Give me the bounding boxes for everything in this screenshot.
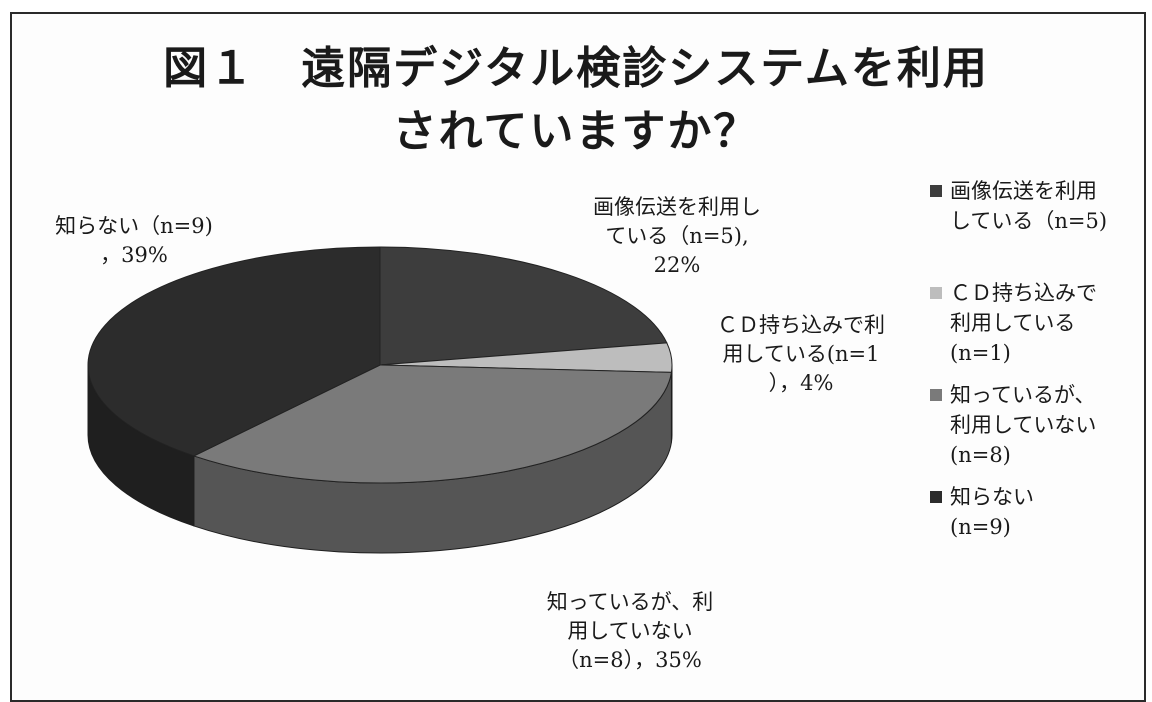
legend-label-line: している（n=5): [950, 209, 1108, 233]
slice-label-line: ている（n=5),: [605, 224, 749, 248]
legend-label-line: 画像伝送を利用: [950, 179, 1097, 203]
legend-swatch: [930, 287, 942, 299]
pie-slice: [379, 246, 668, 366]
pie-slice: [192, 364, 673, 484]
slice-label-line: 22%: [653, 253, 701, 277]
slice-label-cd: ＣＤ持ち込みで利 用している(n=1 ），4%: [676, 311, 926, 398]
slice-label-unknown: 知らない（n=9) ，39%: [24, 212, 244, 270]
slice-label-line: ），4%: [768, 371, 834, 395]
slice-label-known-not-used: 知っているが、利 用していない （n=8），35%: [510, 588, 750, 675]
pie-chart: [87, 246, 673, 554]
slice-label-line: ，39%: [100, 243, 168, 267]
pie-top-layer: [87, 246, 673, 484]
slice-label-line: 知っているが、利: [546, 590, 714, 614]
chart-title-line-1: 図１ 遠隔デジタル検診システムを利用: [163, 43, 989, 94]
legend-swatch: [930, 389, 942, 401]
legend-label-line: (n=8): [950, 443, 1011, 467]
slice-label-image-transfer: 画像伝送を利用し ている（n=5), 22%: [552, 193, 802, 280]
legend-label-line: 利用していない: [950, 413, 1097, 437]
slice-label-line: ＣＤ持ち込みで利: [717, 313, 885, 337]
slice-label-line: 画像伝送を利用し: [593, 195, 761, 219]
slice-label-line: 知らない（n=9): [55, 214, 213, 238]
slice-label-line: 用している(n=1: [722, 342, 880, 366]
legend-label-line: 知っているが、: [950, 383, 1096, 407]
legend-swatch: [930, 491, 942, 503]
slice-label-line: 用していない: [567, 619, 693, 643]
legend-label-line: ＣＤ持ち込みで: [950, 281, 1097, 305]
legend-label-line: (n=1): [950, 341, 1011, 365]
legend-swatch: [930, 185, 942, 197]
chart-title-line-2: されていますか？: [392, 106, 760, 157]
slice-label-line: （n=8），35%: [558, 648, 702, 672]
pie-slice: [87, 246, 381, 457]
legend-label-line: 知らない: [950, 485, 1034, 509]
legend-label-line: 利用している: [950, 311, 1076, 335]
legend-label-line: (n=9): [950, 515, 1011, 539]
